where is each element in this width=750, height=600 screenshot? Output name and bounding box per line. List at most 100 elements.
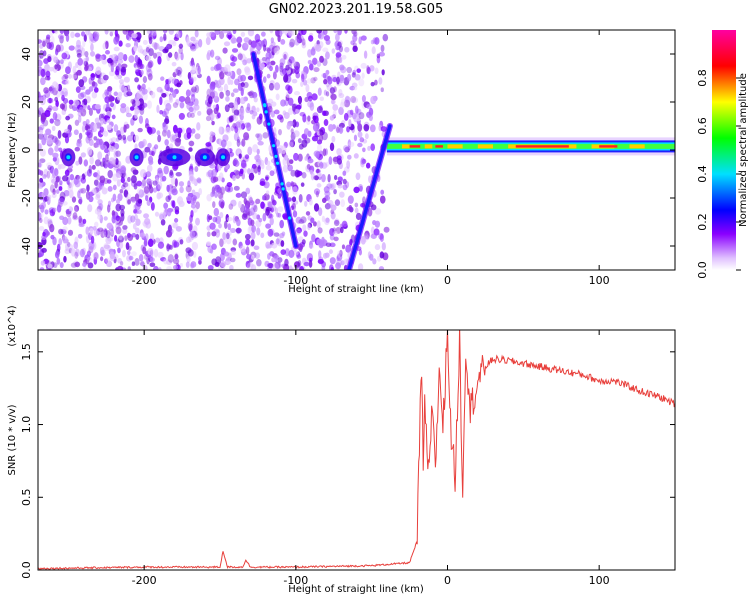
spectrogram-cell — [173, 241, 180, 248]
spectrogram-cell — [188, 147, 193, 152]
spectrogram-cell — [290, 182, 297, 187]
spectrogram-cell — [206, 231, 211, 238]
spectrogram-cell — [54, 119, 61, 127]
spectrogram-cell — [241, 138, 246, 147]
spectrogram-cell — [186, 36, 190, 46]
spectrogram-cell — [223, 251, 230, 257]
spectrogram-cell — [86, 146, 93, 156]
spectrogram-cell — [253, 245, 260, 251]
spectrogram-cell — [329, 183, 335, 191]
spectrogram-cell — [269, 217, 274, 226]
spectrogram-cell — [262, 212, 267, 222]
spectrogram-cell — [87, 262, 94, 269]
spectrogram-cell — [82, 218, 87, 225]
spectrogram-cell — [174, 51, 180, 61]
spectrogram-cell — [129, 106, 135, 111]
spectrogram-cell — [246, 254, 252, 260]
spectrogram-cell — [141, 260, 145, 267]
spectrogram-cell — [257, 168, 261, 176]
spectrogram-cell — [331, 48, 336, 54]
spectrogram-cell — [216, 186, 223, 194]
spectrogram-cell — [279, 62, 284, 70]
spectrogram-cell — [97, 227, 104, 232]
spectrogram-cell — [244, 66, 250, 73]
spectrogram-cell — [302, 113, 307, 123]
spectrogram-cell — [324, 203, 331, 210]
spectrogram-cell — [228, 203, 234, 210]
spectrogram-cell — [170, 176, 176, 185]
spectrogram-cell — [161, 92, 167, 98]
spectrogram-cell — [270, 110, 275, 118]
spectrogram-cell — [379, 233, 384, 242]
track-speck — [263, 104, 267, 108]
spectrogram-cell — [52, 262, 58, 269]
spectrogram-cell — [137, 45, 143, 53]
spectrogram-cell — [266, 160, 271, 166]
spectrogram-cell — [93, 252, 99, 260]
spectrogram-cell — [327, 76, 333, 85]
spectrogram-cell — [147, 142, 152, 149]
bottom-plot-frame — [37, 329, 676, 571]
spectrogram-cell — [112, 193, 117, 202]
spectrogram-cell — [289, 38, 296, 48]
spectrogram-cell — [133, 208, 138, 214]
spectrogram-cell — [316, 183, 322, 188]
spectrogram-cell — [329, 142, 335, 152]
spectrogram-cell — [90, 235, 95, 244]
spectrogram-cell — [190, 262, 195, 269]
spectrogram-cell — [239, 168, 244, 175]
spectrogram-cell — [351, 30, 357, 35]
spectrogram-cell — [251, 254, 255, 260]
spectrogram-cell — [174, 178, 178, 187]
spectrogram-cell — [258, 217, 263, 223]
spectrogram-cell — [130, 175, 137, 184]
spectrogram-cell — [147, 238, 154, 247]
band-peak — [424, 144, 433, 149]
spectrogram-cell — [155, 177, 159, 185]
spectrogram-cell — [186, 40, 193, 48]
spectrogram-cell — [318, 207, 323, 216]
spectrogram-cell — [307, 115, 311, 122]
spectrogram-cell — [103, 177, 109, 185]
spectrogram-cell — [212, 176, 219, 183]
spectrogram-cell — [167, 52, 173, 58]
spectrogram-cell — [55, 44, 61, 53]
spectrogram-cell — [244, 154, 250, 160]
spectrogram-cell — [360, 235, 366, 245]
spectrogram-cell — [276, 212, 280, 218]
spectrogram-cell — [374, 208, 382, 215]
spectrogram-cell — [234, 78, 240, 86]
spectrogram-cell — [263, 44, 267, 52]
spectrogram-cell — [366, 66, 371, 75]
spectrogram-cell — [115, 203, 122, 212]
spectrogram-cell — [116, 171, 122, 179]
spectrogram-cell — [222, 47, 228, 54]
spectrogram-cell — [104, 148, 109, 154]
spectrogram-cell — [95, 194, 101, 201]
spectrogram-cell — [262, 132, 269, 139]
spectrogram-cell — [230, 249, 236, 256]
spectrogram-cell — [325, 242, 332, 248]
spectrogram-cell — [288, 141, 294, 148]
spectrogram-cell — [306, 163, 311, 170]
spectrogram-cell — [127, 250, 131, 256]
spectrogram-cell — [364, 230, 370, 240]
spectrogram-cell — [142, 138, 147, 147]
spectrogram-cell — [162, 124, 168, 133]
spectrogram-cell — [173, 218, 179, 223]
spectrogram-cell — [209, 135, 213, 143]
spectrogram-cell — [169, 143, 174, 150]
spectrogram-cell — [160, 219, 166, 226]
spectrogram-cell — [211, 243, 217, 250]
spectrogram-cell — [178, 96, 186, 103]
spectrogram-cell — [321, 197, 327, 203]
spectrogram-cell — [352, 45, 358, 53]
spectrogram-cell — [122, 53, 128, 62]
spectrogram-cell — [374, 67, 379, 75]
spectrogram-cell — [115, 198, 121, 205]
spectrogram-cell — [186, 127, 192, 135]
spectrogram-cell — [207, 264, 214, 270]
spectrogram-cell — [117, 257, 122, 264]
